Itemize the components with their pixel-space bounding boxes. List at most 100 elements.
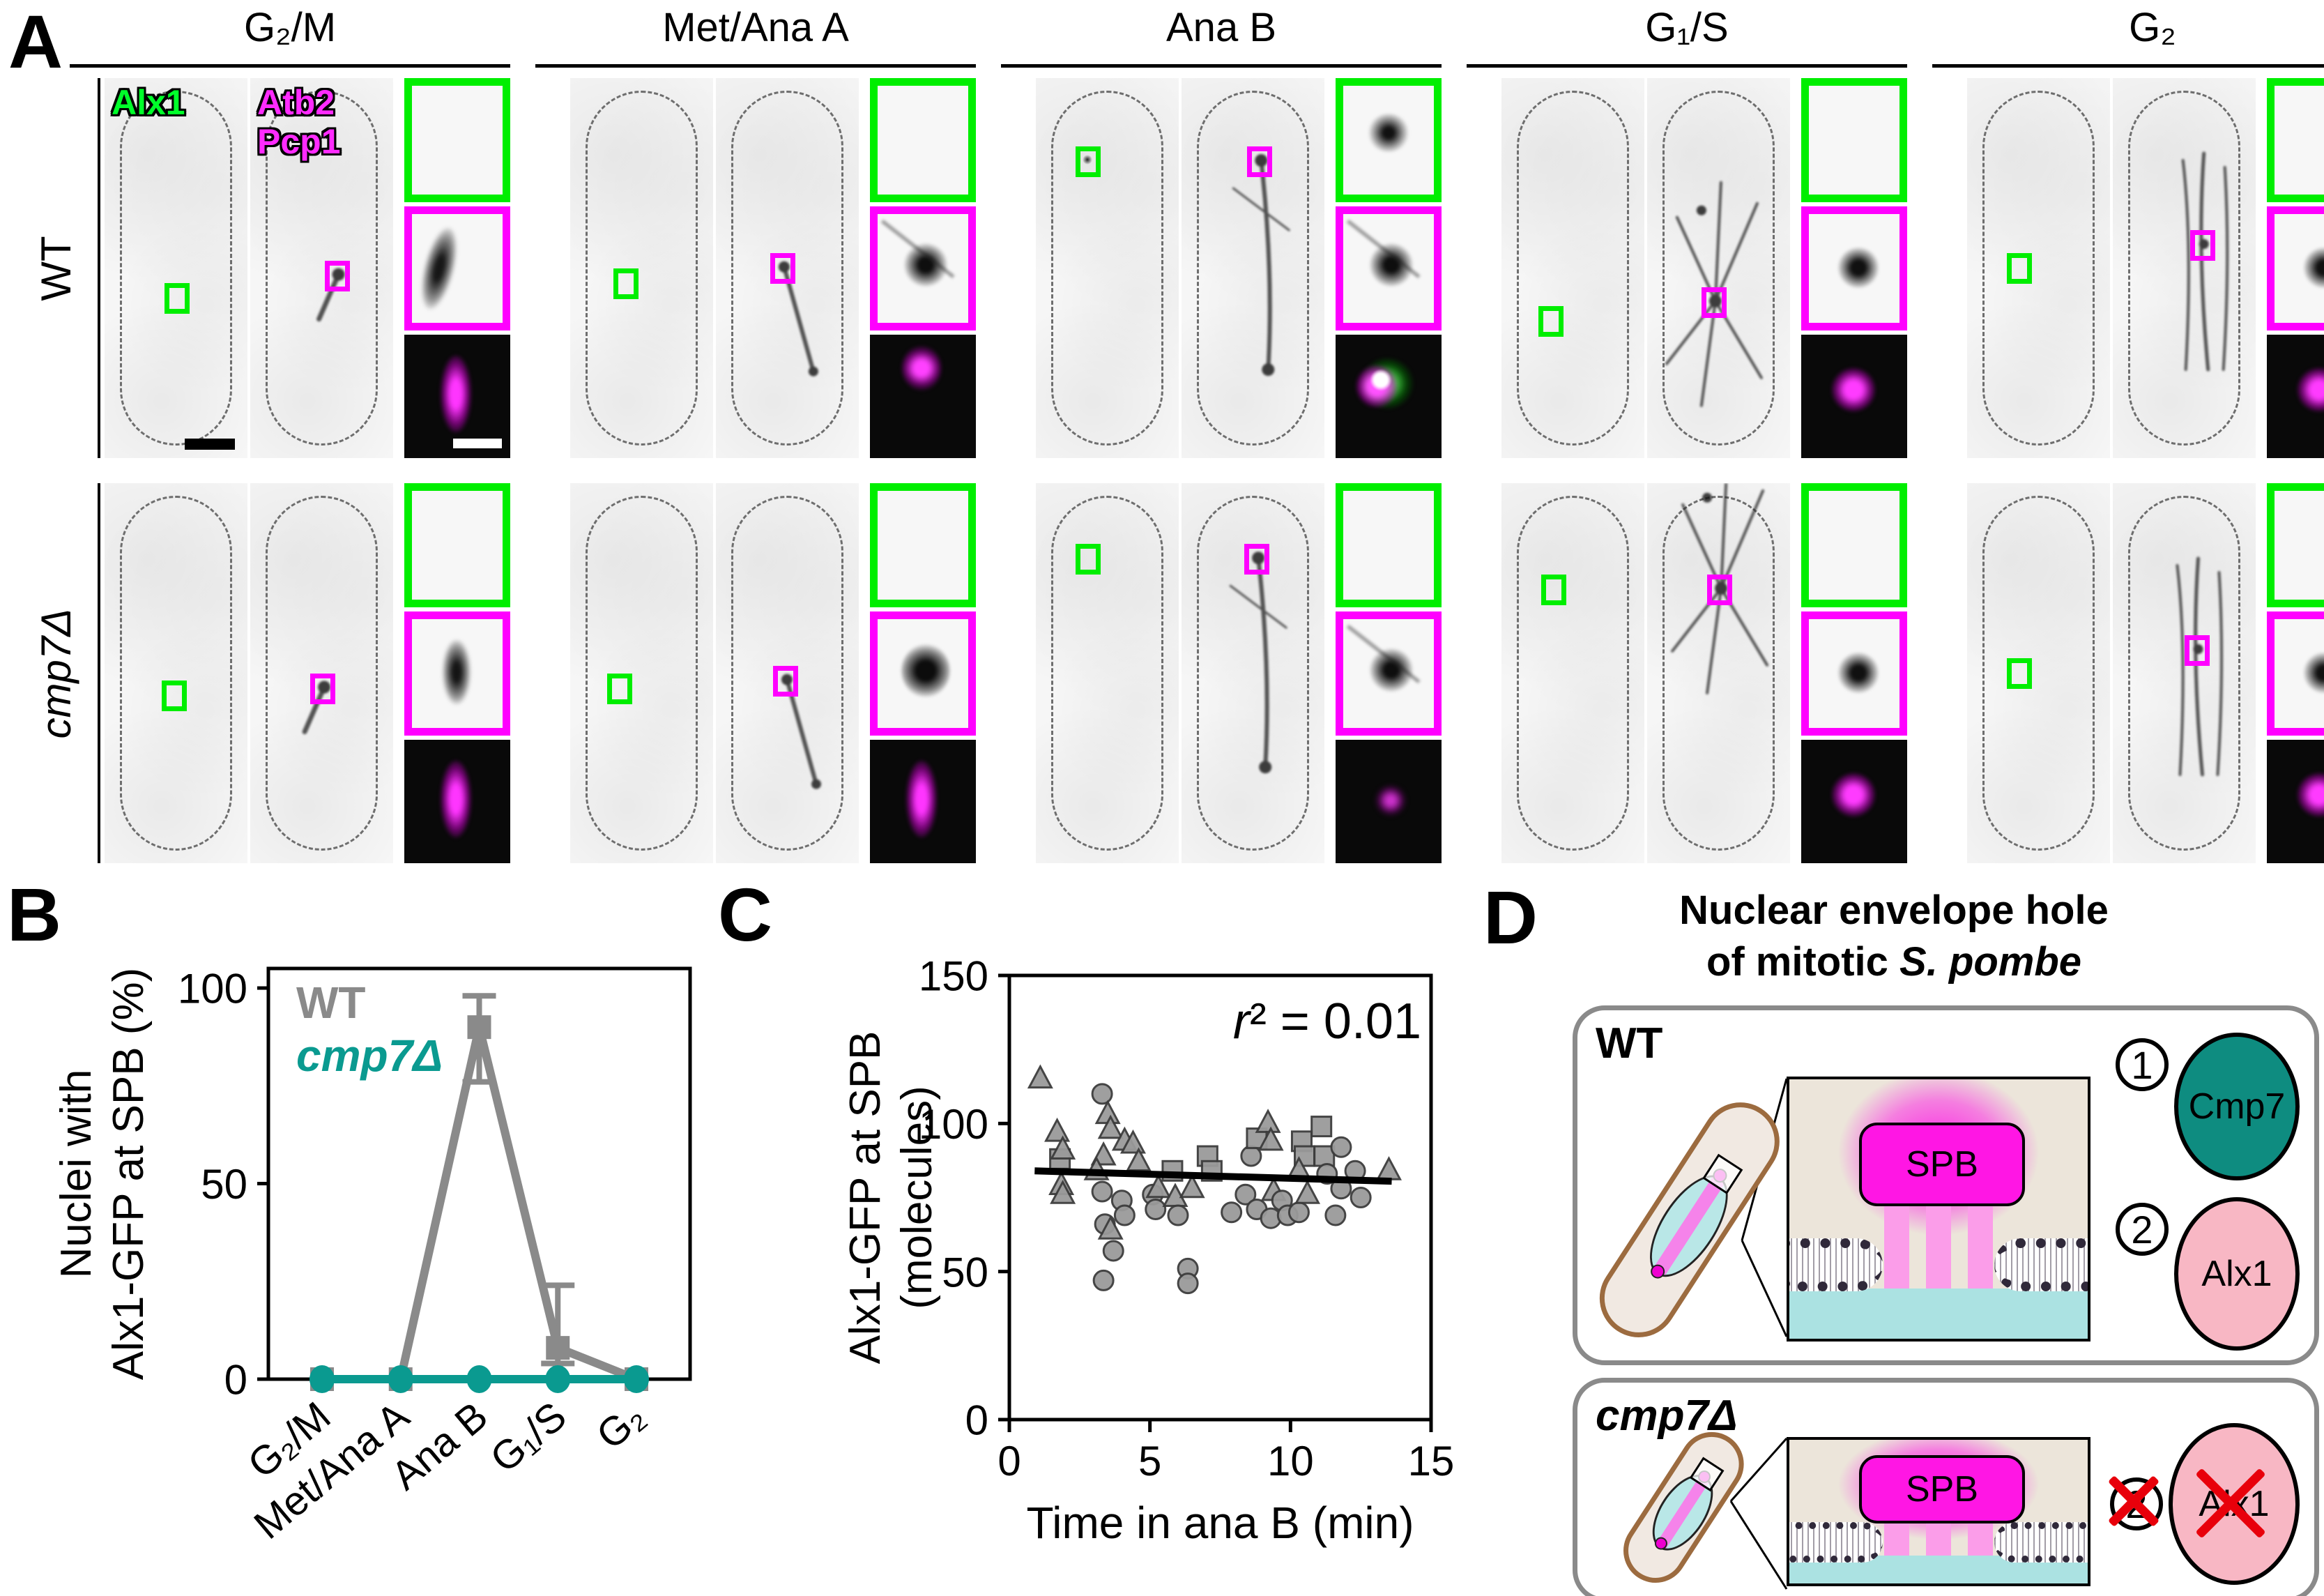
column-header-rule bbox=[70, 64, 510, 68]
signal-blob bbox=[904, 243, 947, 287]
micrograph-cell-magenta: Atb2 Pcp1 bbox=[250, 78, 393, 458]
signal-blob bbox=[1370, 243, 1413, 287]
row-divider-line bbox=[98, 483, 100, 863]
signal-blob bbox=[1376, 786, 1405, 815]
micrograph-cell-magenta bbox=[716, 78, 859, 458]
inset-green-zoom bbox=[2267, 78, 2324, 202]
inset-magenta-zoom bbox=[404, 206, 510, 330]
panel-b-letter: B bbox=[7, 872, 61, 957]
signal-blob bbox=[906, 761, 937, 837]
microtubule-graphic bbox=[778, 261, 818, 377]
micrograph-cell-magenta bbox=[1182, 483, 1324, 863]
signal-blob bbox=[1370, 648, 1413, 692]
green-roi-box bbox=[2007, 252, 2033, 284]
scale-bar-inset bbox=[453, 439, 502, 448]
microtubule-graphic bbox=[316, 268, 345, 322]
svg-text:0: 0 bbox=[997, 1438, 1020, 1484]
inset-magenta-zoom bbox=[1801, 611, 1907, 736]
legend-number-1: 1 bbox=[2116, 1038, 2169, 1091]
green-roi-box bbox=[1076, 544, 1101, 575]
inset-magenta-zoom bbox=[870, 611, 976, 736]
signal-blob bbox=[1838, 248, 1879, 288]
signal-blob bbox=[1832, 368, 1875, 411]
species-name: S. pombe bbox=[1899, 939, 2082, 985]
signal-blob bbox=[415, 224, 464, 313]
nuclear-envelope-left bbox=[1789, 1238, 1883, 1291]
micrograph-cell-magenta bbox=[250, 483, 393, 863]
column-header-2: Met/Ana A bbox=[662, 5, 849, 50]
green-roi-box bbox=[1076, 146, 1101, 178]
green-roi-box bbox=[607, 673, 633, 704]
signal-blob bbox=[1368, 114, 1409, 152]
column-header-rule bbox=[1001, 64, 1442, 68]
channel-label-pcp1: Pcp1 bbox=[257, 122, 341, 161]
column-header-5: G₂ bbox=[2129, 5, 2176, 50]
column-header-rule bbox=[1467, 64, 1907, 68]
svg-text:50: 50 bbox=[942, 1249, 988, 1295]
svg-text:(molecules): (molecules) bbox=[893, 1086, 941, 1309]
signal-blob bbox=[2304, 248, 2324, 288]
signal-blob bbox=[441, 356, 471, 432]
spb-label: SPB bbox=[1859, 1455, 2025, 1523]
magenta-roi-box bbox=[1701, 287, 1727, 318]
micrograph-cell-green bbox=[105, 483, 247, 863]
panel-d-letter: D bbox=[1483, 875, 1538, 959]
svg-text:150: 150 bbox=[919, 953, 988, 1000]
green-roi-box bbox=[162, 681, 187, 712]
svg-text:10: 10 bbox=[1267, 1438, 1314, 1484]
magenta-roi-box bbox=[2184, 635, 2210, 666]
green-roi-box bbox=[2007, 658, 2033, 689]
inset-green-zoom bbox=[2267, 483, 2324, 607]
micrograph-cell-green bbox=[1501, 483, 1644, 863]
cmp7-model-box: cmp7Δ SPB bbox=[1573, 1378, 2319, 1596]
inset-magenta-zoom bbox=[1336, 206, 1442, 330]
magenta-roi-box bbox=[1247, 146, 1273, 178]
panel-a-micrographs: G₂/M Met/Ana A Ana B G₁/S G₂ WT cmp7Δ Alx1 Atb2 P… bbox=[32, 5, 2324, 863]
signal-blob bbox=[902, 346, 941, 390]
micrograph-cell-green: Alx1 bbox=[105, 78, 247, 458]
column-header-rule bbox=[1932, 64, 2324, 68]
micrograph-cell-green bbox=[1967, 483, 2110, 863]
column-header-rule bbox=[535, 64, 976, 68]
row-label-cmp7: cmp7Δ bbox=[32, 608, 79, 738]
signal-blob bbox=[2298, 368, 2324, 411]
alx1-circle-crossed: Alx1 bbox=[2169, 1423, 2300, 1585]
signal-blob bbox=[1083, 155, 1093, 165]
panel-c-scatter-chart: 0 50 100 150 0 5 10 15 r² = 0.01 Time in ana B (m… bbox=[697, 872, 1464, 1596]
inset-magenta-zoom bbox=[870, 206, 976, 330]
inset-green-zoom bbox=[1336, 78, 1442, 202]
micrograph-cell-green bbox=[1036, 78, 1179, 458]
magenta-roi-box bbox=[310, 673, 336, 704]
column-header-3: Ana B bbox=[1166, 5, 1276, 50]
cmp7-circle: Cmp7 bbox=[2174, 1033, 2300, 1180]
scatter-chart-svg: 0 50 100 150 0 5 10 15 r² = 0.01 Time in ana B (m… bbox=[841, 953, 1454, 1548]
signal-blob bbox=[1832, 773, 1875, 816]
panel-c-letter: C bbox=[718, 872, 772, 957]
svg-text:Alx1-GFP at SPB: Alx1-GFP at SPB bbox=[841, 1031, 889, 1365]
inset-magenta-zoom bbox=[1801, 206, 1907, 330]
microtubule-graphic bbox=[1665, 181, 1763, 407]
spb-label: SPB bbox=[1859, 1123, 2025, 1206]
svg-text:0: 0 bbox=[224, 1357, 247, 1404]
micrograph-cell-magenta bbox=[1182, 78, 1324, 458]
inset-green-zoom bbox=[870, 78, 976, 202]
svg-text:cmp7Δ: cmp7Δ bbox=[296, 1031, 443, 1081]
svg-text:Alx1-GFP at SPB (%): Alx1-GFP at SPB (%) bbox=[105, 968, 153, 1380]
nuclear-envelope-right bbox=[1994, 1238, 2088, 1291]
inset-green-zoom bbox=[1336, 483, 1442, 607]
wt-box-label: WT bbox=[1596, 1019, 1663, 1067]
legend-number-2-crossed: 2 bbox=[2110, 1477, 2163, 1530]
inset-merged-zoom bbox=[870, 335, 976, 458]
magenta-roi-box bbox=[773, 665, 798, 697]
svg-text:Time in ana B (min): Time in ana B (min) bbox=[1027, 1498, 1414, 1548]
inset-merged-zoom bbox=[870, 740, 976, 863]
x-tick-label: G₂ bbox=[588, 1393, 654, 1458]
signal-blob bbox=[1370, 370, 1391, 390]
cmp7-spb-inset: SPB bbox=[1787, 1437, 2090, 1586]
micrograph-cell-green bbox=[1036, 483, 1179, 863]
inset-magenta-zoom bbox=[2267, 206, 2324, 330]
microtubule-graphic bbox=[781, 674, 821, 789]
inset-merged-zoom bbox=[2267, 335, 2324, 458]
signal-blob bbox=[1838, 653, 1879, 693]
